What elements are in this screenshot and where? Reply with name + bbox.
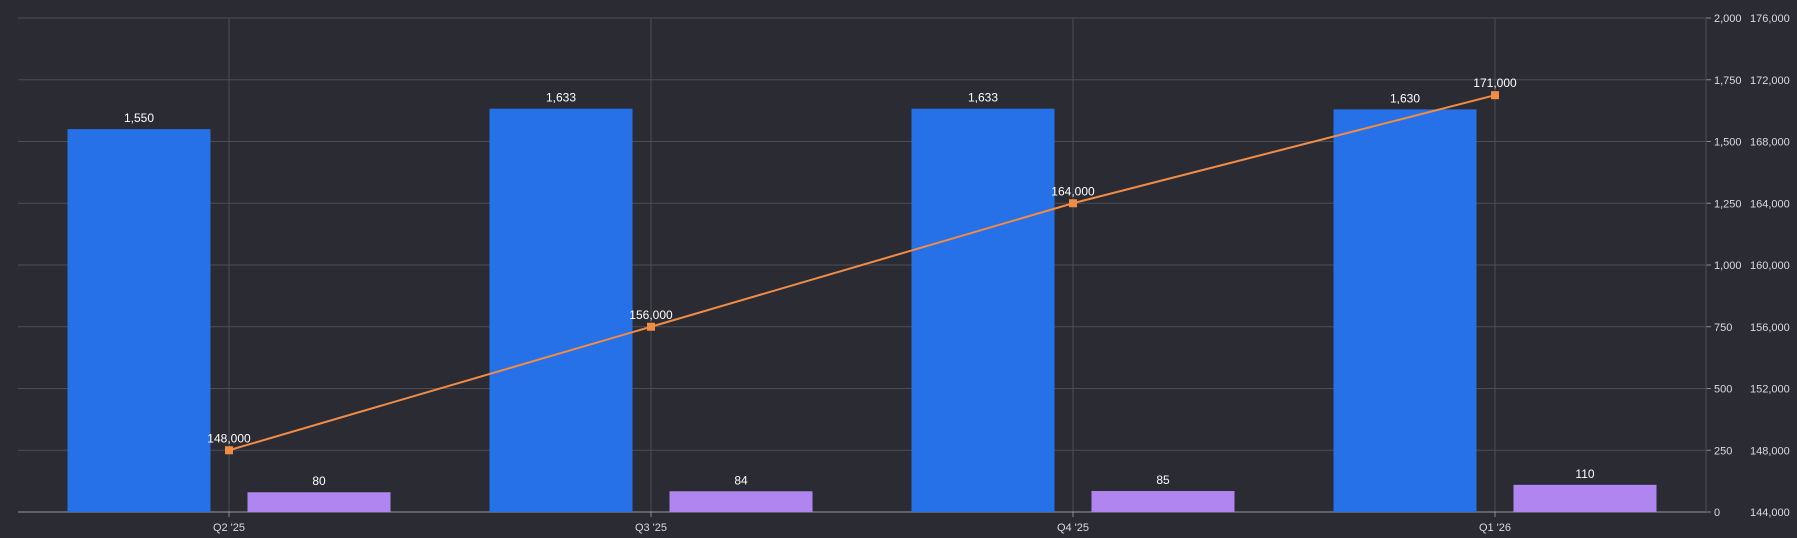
bar-data-label: 1,633 (546, 91, 576, 105)
line-path (228, 94, 1496, 452)
bar (1513, 484, 1657, 512)
bar-data-label: 84 (734, 473, 748, 487)
line-point (1491, 91, 1499, 100)
bar-data-label: 110 (1575, 467, 1594, 481)
bar (1091, 491, 1235, 512)
line-data-label: 148,000 (207, 431, 251, 445)
bars (67, 108, 1657, 513)
y-left-tick-label: 0 (1714, 507, 1720, 519)
bar-data-label: 1,630 (1390, 91, 1420, 105)
line-data-label: 171,000 (1473, 76, 1517, 90)
y-left-tick-label: 750 (1714, 322, 1732, 334)
y-left-tick-label: 250 (1714, 445, 1732, 457)
bar-data-label: 1,633 (968, 91, 998, 105)
y-left-tick-label: 1,500 (1714, 137, 1742, 149)
x-tick-label: Q3 '25 (635, 522, 667, 534)
y-left-tick-label: 500 (1714, 384, 1732, 396)
y-right-tick-label: 152,000 (1750, 384, 1790, 396)
line-data-label: 156,000 (629, 308, 673, 322)
y-right-tick-label: 144,000 (1750, 507, 1790, 519)
bar (1333, 109, 1477, 512)
line-point (647, 322, 655, 331)
y-left-tick-label: 1,750 (1714, 75, 1742, 87)
line-point (225, 446, 233, 455)
y-right-tick-label: 164,000 (1750, 198, 1790, 210)
y-left-tick-label: 1,000 (1714, 260, 1742, 272)
y-right-tick-label: 160,000 (1750, 260, 1790, 272)
bar (911, 108, 1055, 513)
bar (669, 491, 813, 512)
labels: 0 250 500 750 1,000 1,250 1,500 1,750 2,000 144,0… (124, 13, 1790, 534)
bar-data-label: 85 (1156, 473, 1170, 487)
bar (247, 492, 391, 512)
line-point (1069, 199, 1077, 208)
x-tick-label: Q4 '25 (1057, 522, 1089, 534)
y-left-tick-label: 2,000 (1714, 13, 1742, 25)
y-left-tick-label: 1,250 (1714, 198, 1742, 210)
line-series (225, 91, 1499, 455)
x-tick-label: Q2 '25 (213, 522, 245, 534)
x-tick-label: Q1 '26 (1479, 522, 1511, 534)
bar-data-label: 1,550 (124, 111, 154, 125)
line-data-label: 164,000 (1051, 184, 1095, 198)
bar (489, 108, 633, 513)
y-right-tick-label: 176,000 (1750, 13, 1790, 25)
y-right-tick-label: 148,000 (1750, 445, 1790, 457)
y-right-tick-label: 156,000 (1750, 322, 1790, 334)
bar-data-label: 80 (312, 474, 326, 488)
bar (67, 129, 211, 512)
y-right-tick-label: 172,000 (1750, 75, 1790, 87)
y-right-tick-label: 168,000 (1750, 137, 1790, 149)
